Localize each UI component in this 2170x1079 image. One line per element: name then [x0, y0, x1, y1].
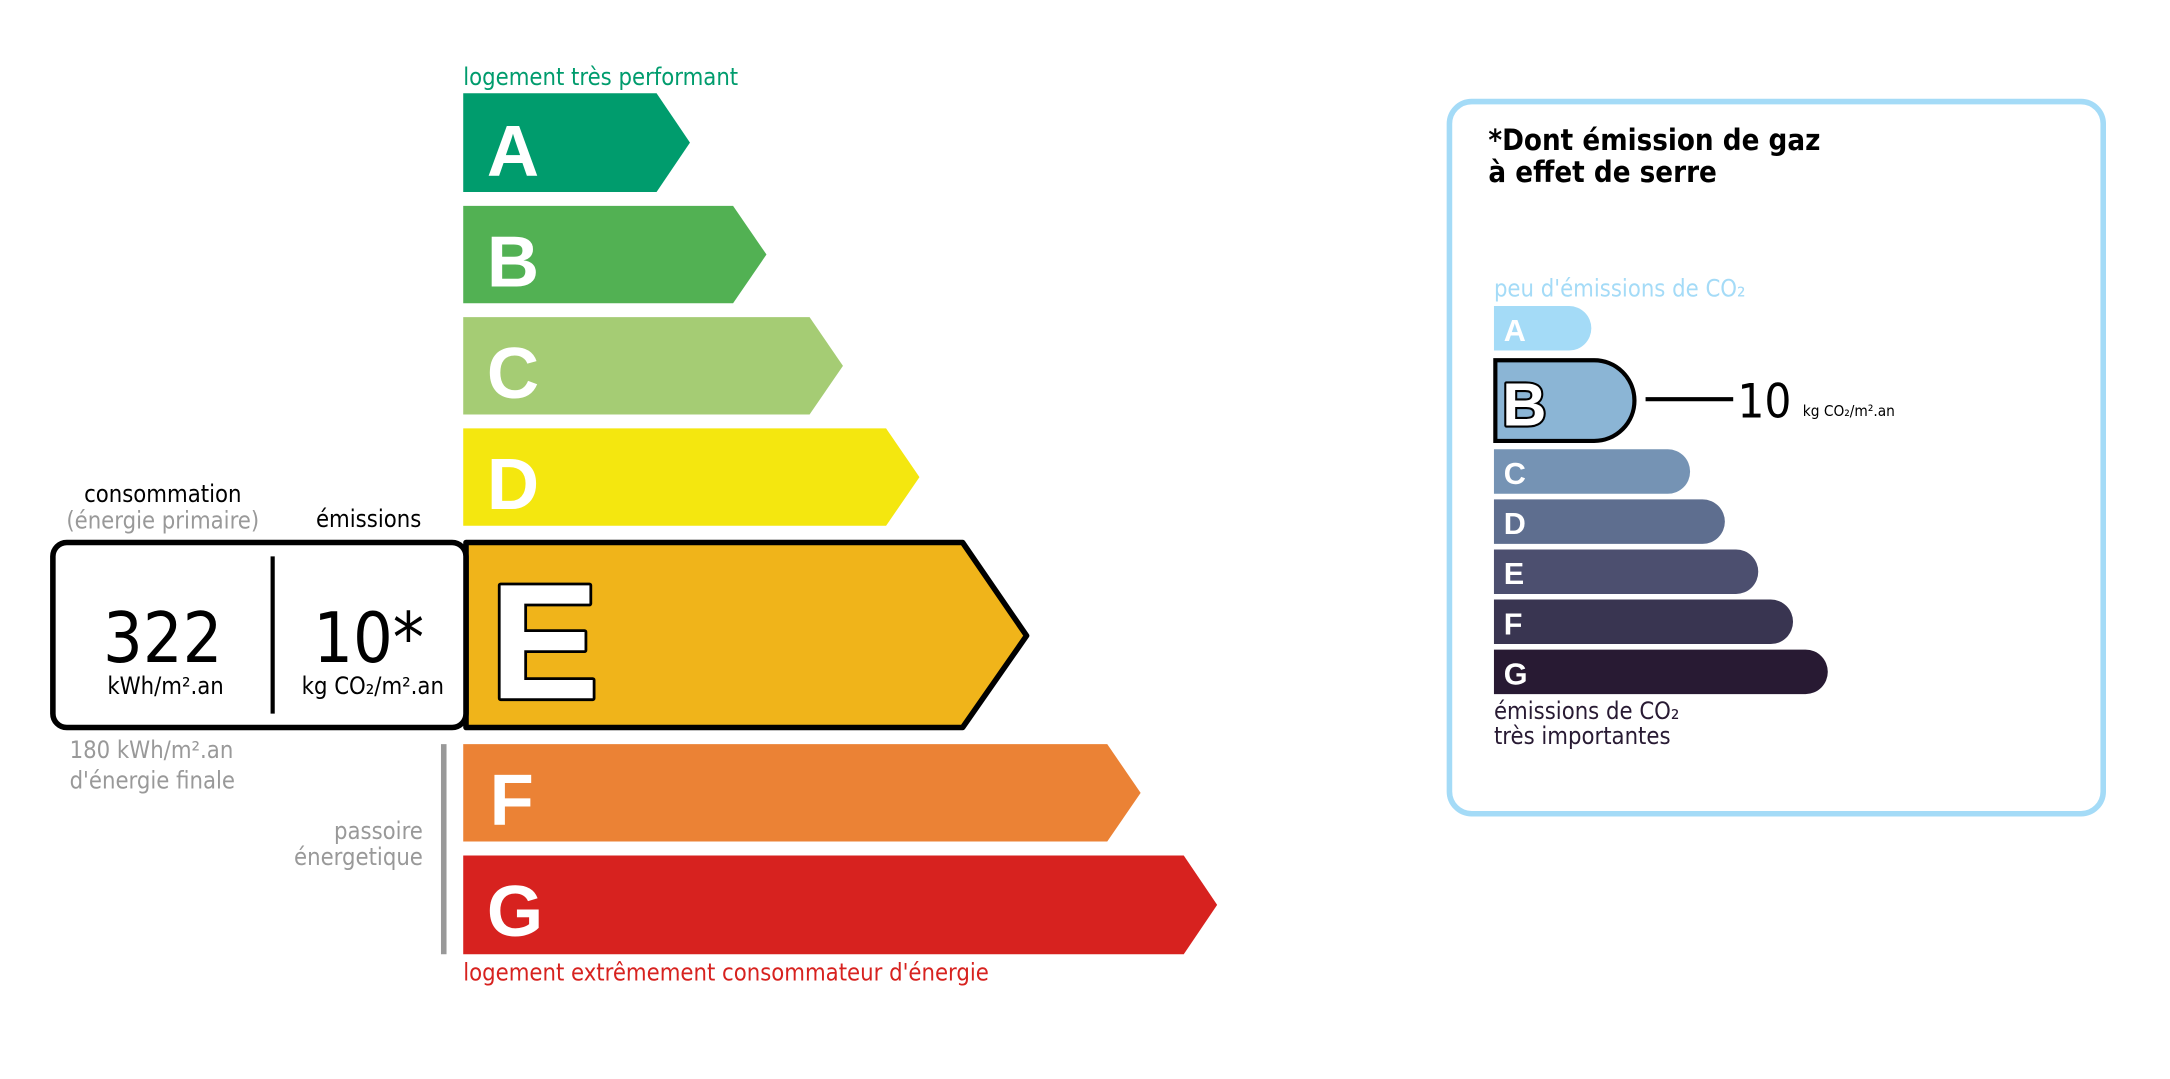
energy-letter-e: E [490, 549, 599, 733]
ges-bottom-label-line1: émissions de CO₂ [1494, 697, 1679, 725]
emissions-header: émissions [316, 505, 421, 533]
consumption-value: 322 [103, 598, 222, 679]
ges-bar-g [1493, 649, 1828, 695]
energy-letter-d: D [487, 445, 539, 525]
energy-bar-d [463, 428, 920, 526]
ges-bar-c [1493, 449, 1691, 494]
energy-bar-c [463, 317, 843, 415]
ges-letter-b: B [1502, 371, 1546, 439]
ges-letter-f: F [1504, 607, 1523, 641]
energy-letter-f: F [490, 761, 534, 841]
energy-letter-c: C [487, 334, 539, 414]
emissions-unit: kg CO₂/m².an [302, 672, 444, 700]
ges-title-line1: *Dont émission de gaz [1488, 123, 1820, 157]
ges-panel: *Dont émission de gaz à effet de serre p… [1446, 98, 2106, 817]
consumption-unit: kWh/m².an [107, 672, 223, 700]
passoire-line2: énergetique [294, 843, 423, 871]
ges-top-label: peu d'émissions de CO₂ [1494, 274, 1746, 302]
ges-letter-c: C [1504, 457, 1526, 491]
ges-bar-d [1493, 499, 1725, 544]
ges-bar-b-current [1493, 358, 1637, 444]
energy-bar-g [463, 855, 1218, 955]
energy-letter-b: B [487, 223, 539, 303]
energy-top-label: logement très performant [463, 63, 738, 91]
energy-scale: logement très performant A B C D consomm… [50, 63, 1218, 987]
ges-letter-e: E [1504, 557, 1524, 591]
final-energy-value: 180 kWh/m².an [70, 736, 234, 764]
ges-title-line2: à effet de serre [1488, 155, 1717, 189]
final-energy-label: d'énergie finale [70, 767, 235, 795]
energy-letter-g: G [487, 872, 543, 952]
energy-bottom-label: logement extrêmement consommateur d'éner… [463, 959, 989, 987]
ges-bar-e [1493, 549, 1759, 594]
ges-unit: kg CO₂/m².an [1803, 402, 1895, 420]
ges-bar-f [1493, 599, 1794, 645]
ges-letter-g: G [1504, 657, 1528, 691]
energy-bar-f [463, 744, 1141, 842]
energy-letter-a: A [487, 111, 539, 191]
consumption-subheader: (énergie primaire) [66, 507, 259, 535]
energy-bar-b [463, 205, 767, 304]
consumption-header: consommation [84, 480, 241, 508]
ges-bottom-label-line2: très importantes [1494, 722, 1671, 750]
ges-letter-a: A [1504, 314, 1526, 348]
ges-bar-a [1493, 306, 1592, 351]
values-box [50, 539, 469, 731]
emissions-value: 10* [313, 598, 424, 679]
ges-letter-d: D [1504, 507, 1526, 541]
ges-value: 10 [1737, 374, 1791, 429]
energy-bar-a [463, 93, 690, 192]
passoire-line1: passoire [334, 817, 423, 845]
